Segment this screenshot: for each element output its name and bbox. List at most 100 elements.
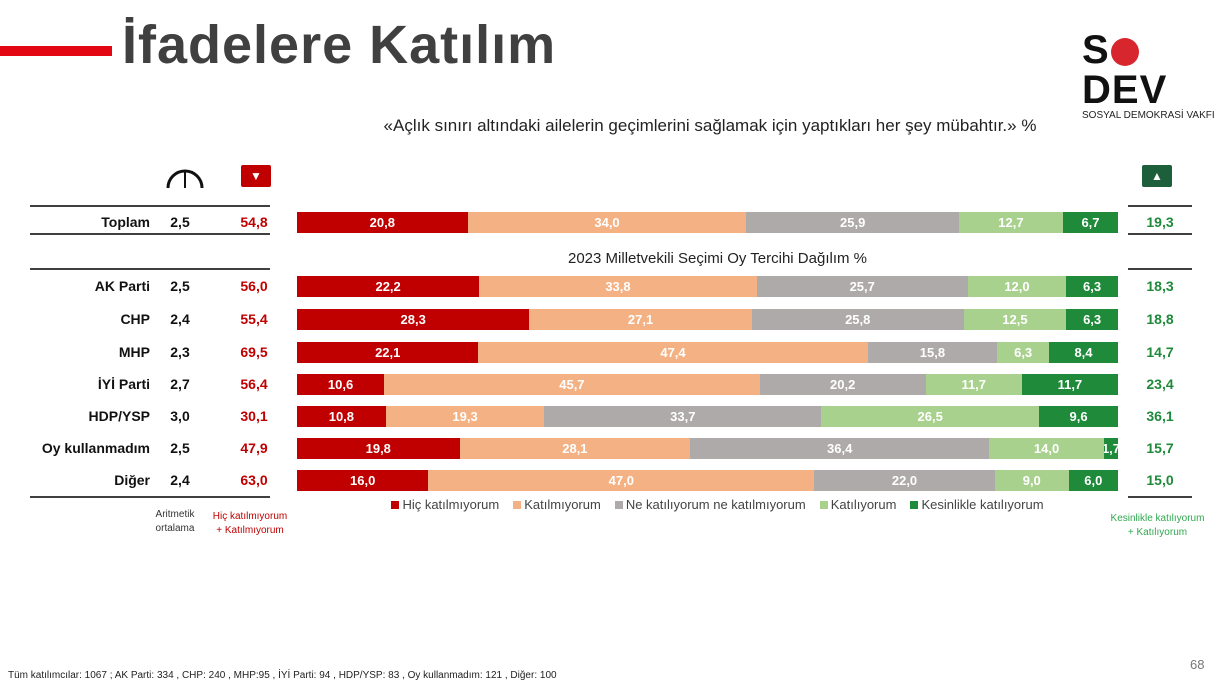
stacked-bar: 28,3 27,1 25,8 12,5 6,3: [297, 309, 1118, 330]
bar-segment: 36,4: [690, 438, 990, 459]
agree-total: 18,3: [1146, 278, 1174, 294]
agree-total: 23,4: [1146, 376, 1174, 392]
bar-segment: 26,5: [821, 406, 1040, 427]
chart-subtitle: 2023 Milletvekili Seçimi Oy Tercihi Dağı…: [568, 250, 867, 267]
bar-segment: 22,2: [297, 276, 480, 297]
logo-subtitle: SOSYAL DEMOKRASİ VAKFI: [1082, 110, 1215, 121]
bar-segment: 8,4: [1049, 342, 1118, 363]
disagree-total: 56,0: [240, 278, 268, 294]
gauge-icon: [166, 169, 204, 189]
mean-value: 2,7: [170, 376, 190, 392]
mean-value: 2,5: [170, 440, 190, 456]
legend-item: Ne katılıyorum ne katılmıyorum: [614, 497, 806, 512]
disagree-total: 56,4: [240, 376, 268, 392]
bar-segment: 6,3: [1066, 276, 1118, 297]
mean-value: 2,4: [170, 472, 190, 488]
agree-total: 14,7: [1146, 344, 1174, 360]
bar-segment: 6,3: [1066, 309, 1118, 330]
bar-segment: 45,7: [384, 374, 760, 395]
divider: [30, 268, 270, 270]
stacked-bar: 10,6 45,7 20,2 11,7 11,7: [297, 374, 1118, 395]
bar-segment: 9,0: [994, 470, 1069, 491]
bar-segment: 20,8: [297, 212, 468, 233]
mean-value: 3,0: [170, 408, 190, 424]
row-label: AK Parti: [94, 278, 150, 294]
legend-swatch: [910, 500, 919, 509]
divider: [1128, 233, 1192, 235]
bar-segment: 15,8: [867, 342, 998, 363]
divider: [30, 496, 270, 498]
agree-total: 18,8: [1146, 311, 1174, 327]
bar-segment: 19,3: [385, 406, 545, 427]
bar-segment: 11,7: [925, 374, 1022, 395]
bar-segment: 47,0: [428, 470, 815, 491]
divider: [30, 205, 270, 207]
bar-segment: 10,6: [297, 374, 385, 395]
stacked-bar: 22,1 47,4 15,8 6,3 8,4: [297, 342, 1118, 363]
legend-item: Kesinlikle katılıyorum: [910, 497, 1044, 512]
agree-total: 15,0: [1146, 472, 1174, 488]
stacked-bar: 10,8 19,3 33,7 26,5 9,6: [297, 406, 1118, 427]
divider: [1128, 268, 1192, 270]
thumbs-up-icon: ▲: [1142, 165, 1172, 187]
mean-value: 2,4: [170, 311, 190, 327]
note-line: Kesinlikle katılıyorum: [1110, 513, 1205, 524]
row-label: Oy kullanmadım: [41, 440, 150, 456]
bar-segment: 25,9: [746, 212, 959, 233]
question-text: «Açlık sınırı altındaki ailelerin geçiml…: [383, 116, 1037, 135]
divider: [1128, 205, 1192, 207]
legend-item: Katılıyorum: [819, 497, 896, 512]
legend-label: Hiç katılmıyorum: [402, 497, 500, 512]
mean-value: 2,5: [170, 214, 190, 230]
note-line: + Katılıyorum: [1127, 527, 1188, 538]
pos-note: Kesinlikle katılıyorum + Katılıyorum: [1100, 512, 1215, 540]
disagree-total: 54,8: [240, 214, 268, 230]
disagree-total: 30,1: [240, 408, 268, 424]
legend-label: Kesinlikle katılıyorum: [921, 497, 1044, 512]
mean-value: 2,3: [170, 344, 190, 360]
row-label: Diğer: [114, 472, 150, 488]
disagree-total: 69,5: [240, 344, 268, 360]
title-accent-bar: [0, 46, 112, 56]
bar-segment: 19,8: [297, 438, 460, 459]
divider: [30, 233, 270, 235]
bar-segment: 22,1: [297, 342, 479, 363]
disagree-total: 47,9: [240, 440, 268, 456]
bar-segment: 10,8: [297, 406, 386, 427]
row-label: CHP: [120, 311, 150, 327]
bar-segment: 6,7: [1063, 212, 1118, 233]
bar-segment: 12,0: [967, 276, 1067, 297]
neg-note: Hiç katılmıyorum + Katılmıyorum: [205, 510, 295, 538]
legend-label: Katılmıyorum: [524, 497, 601, 512]
row-label: İYİ Parti: [97, 376, 150, 392]
bar-segment: 16,0: [297, 470, 429, 491]
legend-swatch: [513, 500, 522, 509]
note-line: + Katılmıyorum: [216, 525, 284, 536]
stacked-bar: 16,0 47,0 22,0 9,0 6,0: [297, 470, 1118, 491]
stacked-bar: 22,2 33,8 25,7 12,0 6,3: [297, 276, 1118, 297]
bar-segment: 25,7: [756, 276, 968, 297]
legend-swatch: [614, 500, 623, 509]
bar-segment: 33,7: [544, 406, 822, 427]
note-line: Hiç katılmıyorum: [212, 511, 288, 522]
agree-total: 19,3: [1146, 214, 1174, 230]
disagree-total: 55,4: [240, 311, 268, 327]
bar-segment: 12,7: [958, 212, 1064, 233]
logo-text: SDEV: [1082, 28, 1168, 112]
agree-total: 15,7: [1146, 440, 1174, 456]
thumbs-down-icon: ▼: [241, 165, 271, 187]
legend-item: Katılmıyorum: [513, 497, 601, 512]
stacked-bar: 19,8 28,1 36,4 14,0 1,7: [297, 438, 1118, 459]
bar-segment: 20,2: [759, 374, 926, 395]
sodev-logo: SDEV SOSYAL DEMOKRASİ VAKFI: [1082, 30, 1222, 121]
bar-segment: 6,3: [997, 342, 1049, 363]
legend-label: Ne katılıyorum ne katılmıyorum: [625, 497, 806, 512]
bar-segment: 47,4: [478, 342, 868, 363]
agree-total: 36,1: [1146, 408, 1174, 424]
bar-segment: 22,0: [814, 470, 995, 491]
legend-swatch: [391, 500, 400, 509]
bar-segment: 28,3: [297, 309, 530, 330]
row-label: HDP/YSP: [88, 408, 150, 424]
legend: Hiç katılmıyorum Katılmıyorum Ne katılıyor…: [300, 497, 1135, 512]
